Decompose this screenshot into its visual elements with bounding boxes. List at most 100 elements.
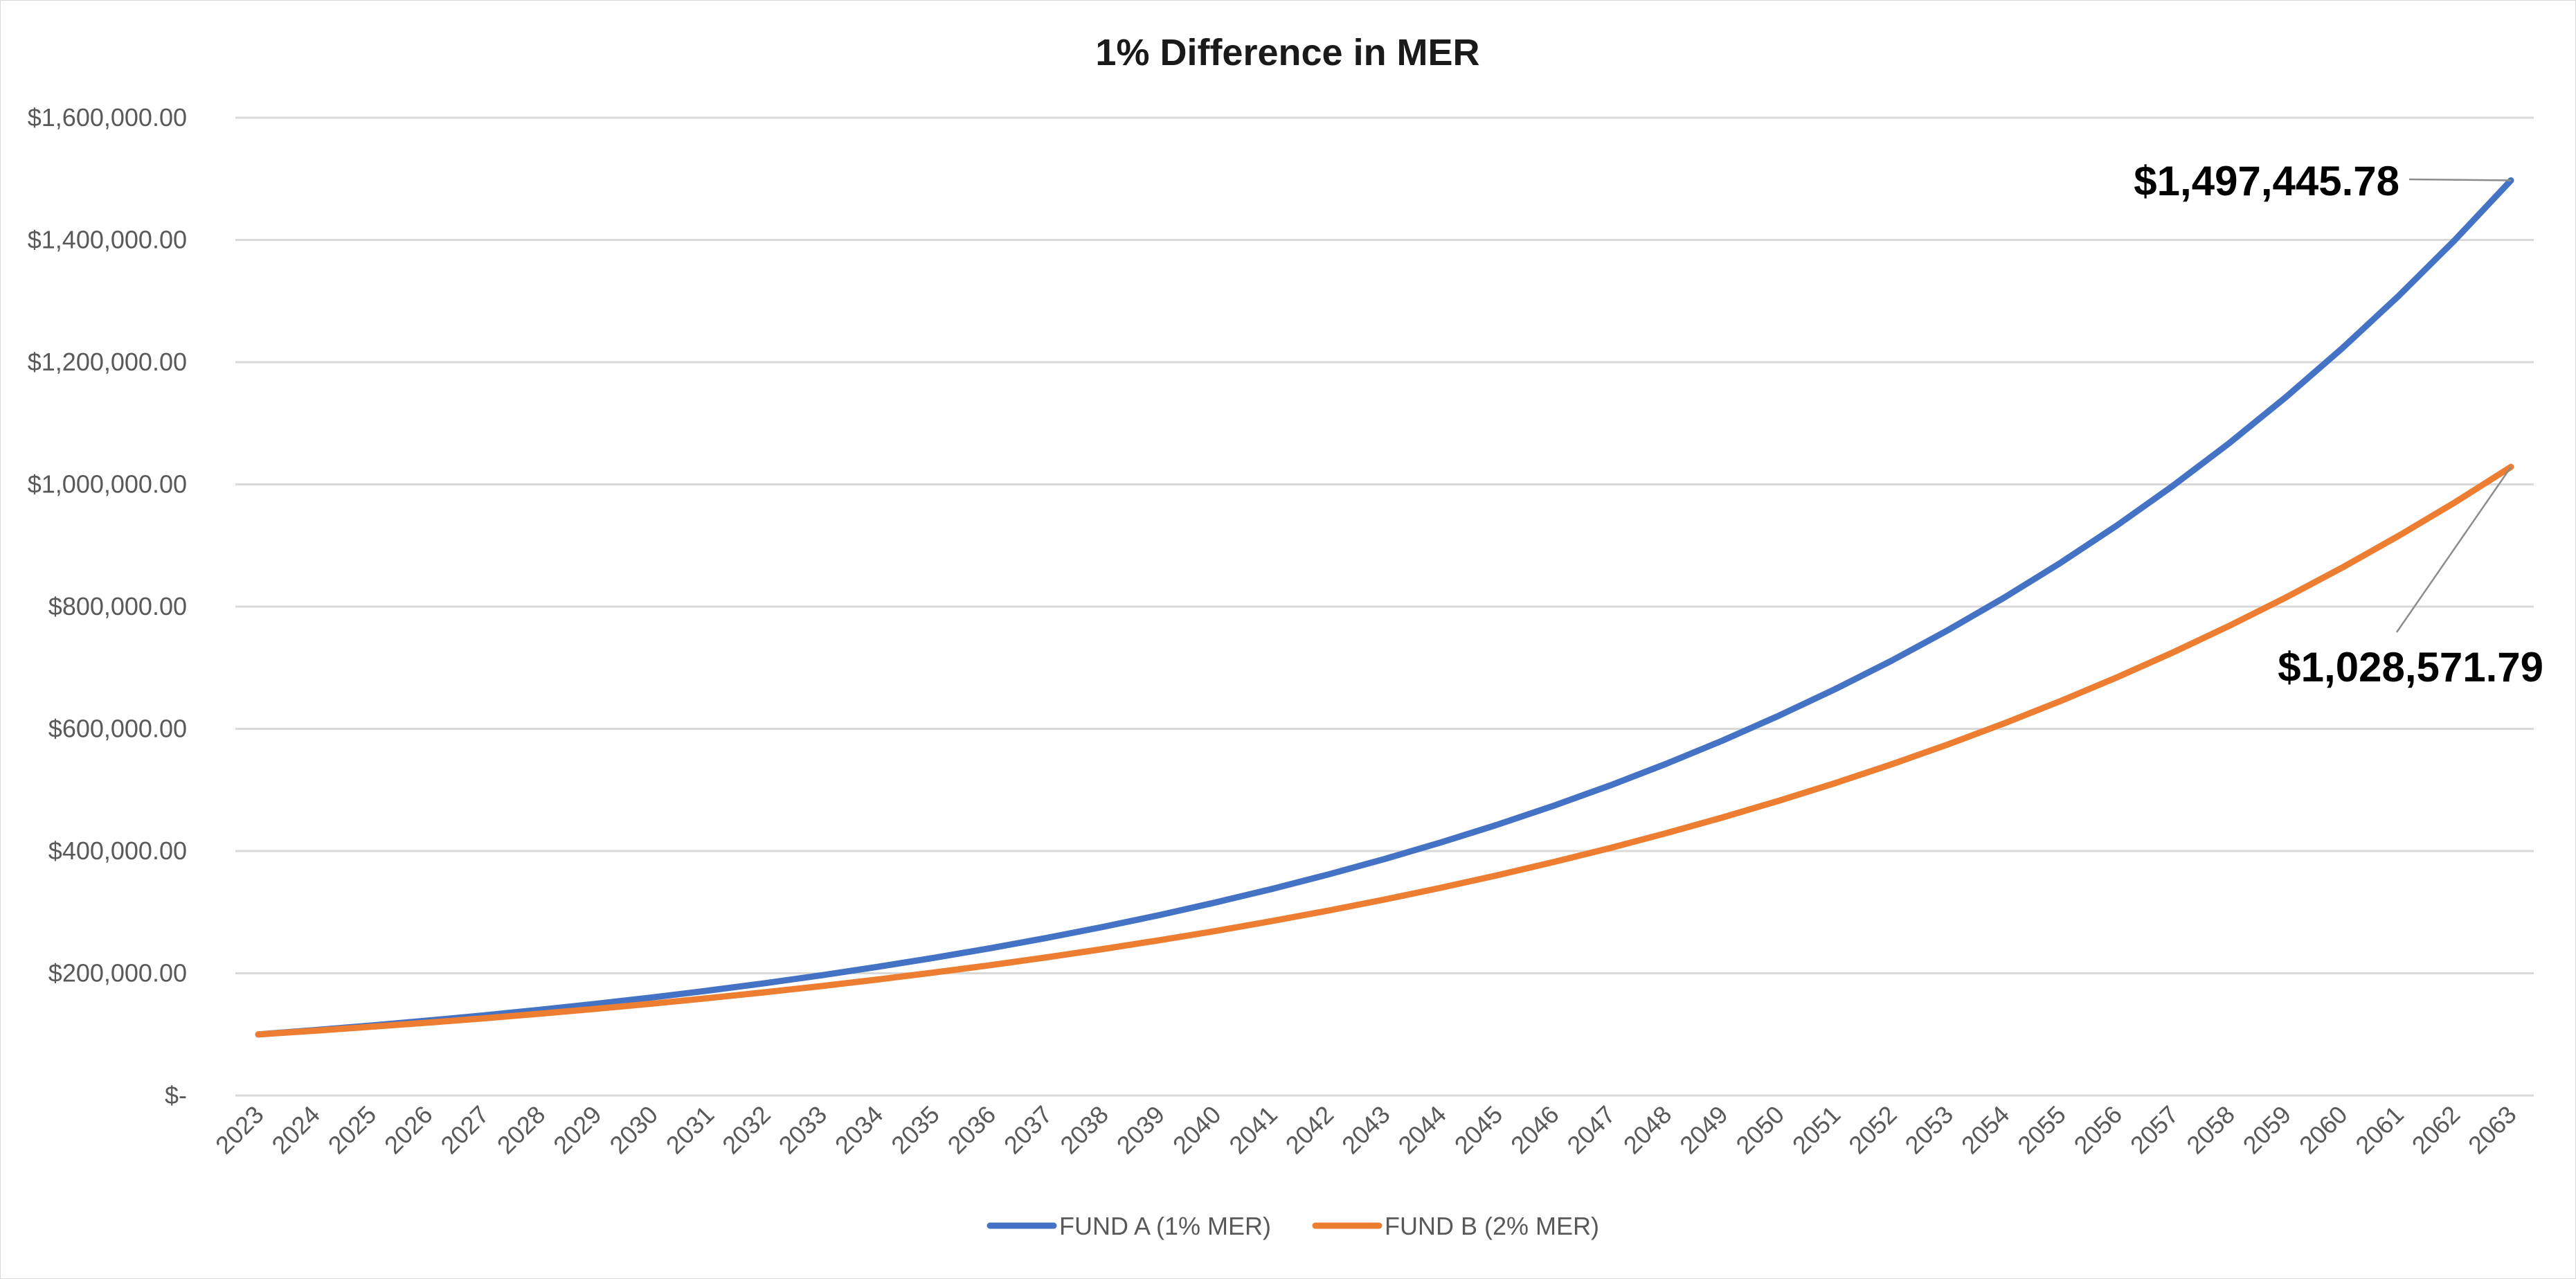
y-tick-label: $1,200,000.00 — [28, 348, 187, 376]
data-point — [1438, 840, 1443, 846]
data-point — [1776, 713, 1781, 719]
data-point — [1157, 938, 1162, 943]
data-point — [2452, 238, 2458, 243]
data-point — [819, 983, 825, 989]
data-point — [1213, 928, 1218, 933]
data-point — [649, 1001, 655, 1006]
x-tick-label: 2028 — [492, 1100, 551, 1160]
data-point — [875, 964, 881, 969]
data-point — [1326, 908, 1331, 913]
data-point — [1889, 762, 1894, 767]
data-point — [1945, 627, 1951, 633]
data-point — [537, 1011, 543, 1017]
data-point — [1213, 900, 1218, 905]
data-point — [480, 1016, 486, 1021]
data-point — [1551, 859, 1556, 865]
x-tick-label: 2051 — [1787, 1100, 1846, 1160]
callout-fund-b-final-value: $1,028,571.79 — [2278, 644, 2543, 690]
data-point — [1551, 803, 1556, 809]
data-point — [1607, 782, 1612, 788]
data-point — [2226, 623, 2232, 629]
data-point — [1382, 897, 1387, 902]
x-tick-label: 2056 — [2069, 1100, 2128, 1160]
x-tick-label: 2032 — [717, 1100, 776, 1160]
data-point — [2283, 595, 2289, 600]
chart-title: 1% Difference in MER — [1095, 32, 1479, 73]
x-tick-label: 2027 — [435, 1100, 494, 1160]
data-point — [1945, 742, 1951, 747]
data-point — [1832, 686, 1838, 692]
data-point — [255, 1032, 261, 1037]
x-tick-label: 2025 — [323, 1100, 382, 1160]
series-lines — [255, 177, 2514, 1038]
data-point — [1889, 658, 1894, 663]
y-tick-label: $1,600,000.00 — [28, 103, 187, 132]
data-point — [2395, 294, 2401, 299]
data-point — [706, 995, 712, 1001]
x-tick-label: 2055 — [2012, 1100, 2071, 1160]
data-point — [2057, 560, 2063, 566]
x-axis-tick-labels: 2023202420252026202720282029203020312032… — [210, 1100, 2522, 1160]
data-point — [1776, 798, 1781, 803]
x-tick-label: 2049 — [1674, 1100, 1733, 1160]
y-tick-label: $- — [165, 1081, 187, 1109]
series-line-fund-a — [255, 177, 2514, 1038]
x-tick-label: 2024 — [266, 1100, 325, 1160]
data-point — [1100, 947, 1106, 952]
x-tick-label: 2037 — [998, 1100, 1058, 1160]
data-point — [875, 976, 881, 982]
data-point — [706, 987, 712, 993]
data-point — [2001, 721, 2007, 726]
data-point — [1607, 846, 1612, 851]
y-tick-label: $1,400,000.00 — [28, 226, 187, 254]
data-point — [2226, 440, 2232, 446]
x-tick-label: 2030 — [604, 1100, 663, 1160]
x-tick-label: 2062 — [2406, 1100, 2466, 1160]
data-point — [2001, 595, 2007, 600]
y-tick-label: $800,000.00 — [48, 592, 187, 620]
legend[interactable]: FUND A (1% MER) FUND B (2% MER) — [987, 1212, 1599, 1240]
x-tick-label: 2044 — [1392, 1100, 1452, 1160]
legend-item-fund-a[interactable]: FUND A (1% MER) — [987, 1212, 1271, 1240]
x-tick-label: 2060 — [2294, 1100, 2353, 1160]
x-tick-label: 2050 — [1730, 1100, 1790, 1160]
data-point — [1157, 912, 1162, 918]
x-tick-label: 2048 — [1618, 1100, 1677, 1160]
x-tick-label: 2036 — [942, 1100, 1002, 1160]
x-tick-label: 2038 — [1054, 1100, 1114, 1160]
data-point — [2395, 533, 2401, 539]
x-tick-label: 2059 — [2237, 1100, 2297, 1160]
legend-item-fund-b[interactable]: FUND B (2% MER) — [1312, 1212, 1599, 1240]
data-point — [1664, 830, 1669, 836]
x-tick-label: 2053 — [1900, 1100, 1959, 1160]
data-point — [2452, 500, 2458, 506]
x-tick-label: 2054 — [1956, 1100, 2015, 1160]
x-tick-label: 2040 — [1167, 1100, 1227, 1160]
data-point — [1100, 924, 1106, 930]
x-tick-label: 2057 — [2125, 1100, 2184, 1160]
data-point — [1044, 935, 1050, 940]
data-point — [931, 955, 937, 960]
x-tick-label: 2041 — [1223, 1100, 1283, 1160]
data-point — [988, 963, 993, 968]
x-tick-label: 2034 — [829, 1100, 889, 1160]
x-tick-label: 2042 — [1280, 1100, 1340, 1160]
data-point — [2339, 346, 2345, 351]
data-point — [1269, 886, 1275, 892]
data-point — [424, 1020, 430, 1026]
series-line-fund-b — [255, 463, 2514, 1038]
x-tick-label: 2061 — [2350, 1100, 2409, 1160]
x-tick-label: 2023 — [210, 1100, 269, 1160]
x-tick-label: 2026 — [379, 1100, 438, 1160]
data-point — [2114, 674, 2120, 680]
data-point — [593, 1006, 599, 1012]
data-point — [312, 1028, 317, 1033]
x-tick-label: 2033 — [773, 1100, 833, 1160]
x-tick-label: 2052 — [1843, 1100, 1902, 1160]
data-point — [819, 972, 825, 978]
data-point — [1664, 761, 1669, 767]
callout-leader-line — [2408, 178, 2512, 181]
y-tick-label: $400,000.00 — [48, 837, 187, 865]
callout-fund-a-final-value: $1,497,445.78 — [2134, 158, 2399, 204]
x-tick-label: 2046 — [1505, 1100, 1565, 1160]
